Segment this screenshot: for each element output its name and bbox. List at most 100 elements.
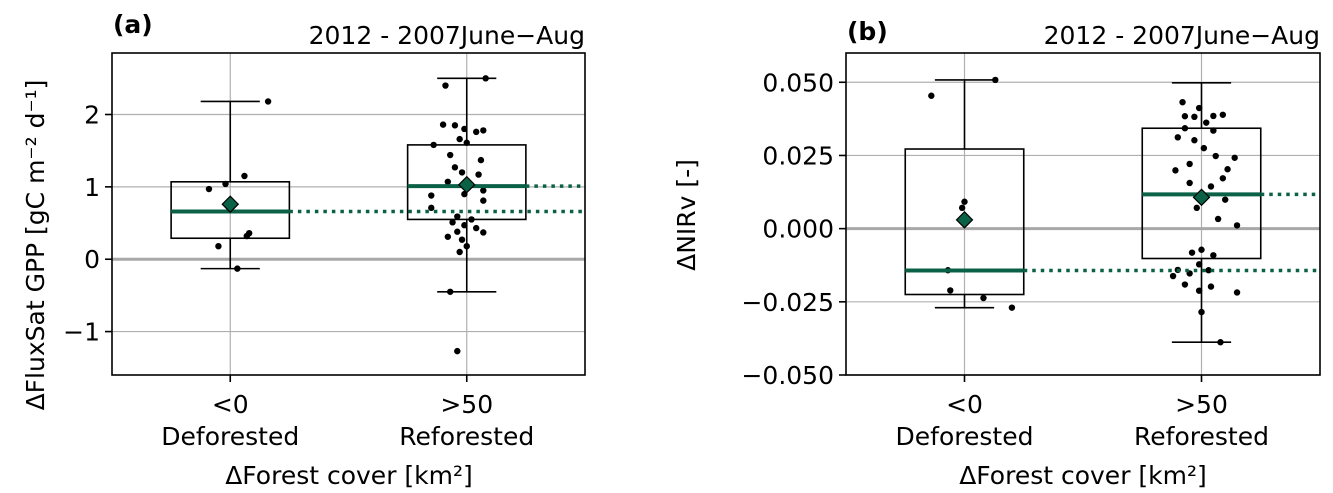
panel-a-data-point xyxy=(480,197,487,204)
panel-a-data-point xyxy=(480,187,487,194)
panel-b-data-point xyxy=(1233,289,1241,296)
panel-a-data-point xyxy=(442,82,449,89)
panel-a-data-point xyxy=(454,347,461,355)
panel-b-x-tick-label: <0 xyxy=(946,390,983,419)
panel-b-title: 2012 - 2007June−Aug xyxy=(1044,21,1320,50)
panel-b-data-point xyxy=(980,294,987,302)
panel-b-data-point xyxy=(1200,144,1208,152)
panel-b-data-point xyxy=(1181,113,1189,120)
panel-a-data-point xyxy=(461,125,468,133)
panel-a-data-point xyxy=(241,172,248,180)
panel-b-x-group-label: Reforested xyxy=(1134,422,1269,451)
panel-a-data-point xyxy=(264,98,272,105)
panel-b-data-point xyxy=(1210,127,1217,134)
panel-a-data-point xyxy=(456,135,463,143)
panel-b-y-tick-label: 0.050 xyxy=(762,68,834,97)
panel-b-y-tick-label: −0.025 xyxy=(741,288,834,317)
panel-b: −0.050 −0.025 0.000 0.025 0.050 <0 Deforested >… xyxy=(672,17,1321,490)
panel-b-data-point xyxy=(1231,154,1238,161)
panel-a-mean-marker xyxy=(221,195,240,214)
panel-b-data-point xyxy=(928,92,935,99)
panel-b-data-point xyxy=(1205,267,1212,274)
panel-b-data-point xyxy=(1174,134,1182,141)
panel-a-data-point xyxy=(473,128,480,136)
panel-b-y-tick-label: 0.025 xyxy=(762,141,834,170)
panel-a-data-point xyxy=(458,236,466,243)
panel-b-data-point xyxy=(1186,160,1193,168)
panel-b-data-point xyxy=(1219,111,1227,118)
panel-a-y-tick-label: 0 xyxy=(84,245,100,274)
panel-b-data-point xyxy=(1186,179,1193,187)
panel-a-plot-area: −1 0 1 2 <0 Deforested >50 Reforested xyxy=(63,52,586,451)
panel-b-data-point xyxy=(1008,304,1016,311)
panel-b-data-point xyxy=(1203,119,1210,126)
panel-a-data-point xyxy=(444,233,452,240)
panel-b-data-point xyxy=(1212,152,1219,160)
panel-b-data-point xyxy=(1210,112,1217,120)
panel-b-data-point xyxy=(958,204,966,212)
panel-a-data-point xyxy=(449,219,456,226)
panel-b-data-point xyxy=(1214,215,1222,223)
panel-b-y-axis-label: ΔNIRv [-] xyxy=(672,159,701,271)
panel-b-data-point xyxy=(1198,308,1205,316)
panel-b-plot-area: −0.050 −0.025 0.000 0.025 0.050 <0 Deforested >… xyxy=(741,52,1321,451)
panel-a-title: 2012 - 2007June−Aug xyxy=(309,21,585,50)
panel-a: −1 0 1 2 <0 Deforested >50 Reforested (a) 2012 … xyxy=(21,10,586,490)
panel-a-x-axis-label: ΔForest cover [km²] xyxy=(225,461,473,490)
panel-a-data-point xyxy=(468,216,475,223)
panel-b-label: (b) xyxy=(847,17,888,46)
panel-a-axes-frame xyxy=(111,52,586,376)
panel-a-data-point xyxy=(451,122,459,129)
panel-b-data-point xyxy=(1210,252,1217,259)
panel-b-axes-frame xyxy=(845,52,1321,376)
panel-a-data-point xyxy=(477,156,485,164)
panel-b-data-point xyxy=(1169,272,1177,280)
panel-a-x-group-label: Reforested xyxy=(399,422,534,451)
panel-a-data-point xyxy=(451,164,459,171)
panel-b-data-point xyxy=(947,287,954,294)
panel-b-x-axis-label: ΔForest cover [km²] xyxy=(959,461,1207,490)
panel-a-data-point xyxy=(243,232,251,240)
panel-b-data-point xyxy=(1181,125,1189,132)
panel-a-data-point xyxy=(454,228,461,235)
panel-a-data-point xyxy=(215,243,222,250)
panel-a-x-group-label: Deforested xyxy=(161,422,299,451)
panel-b-data-point xyxy=(1188,249,1196,256)
panel-b-data-point xyxy=(1195,104,1203,112)
panel-a-y-axis-label: ΔFluxSat GPP [gC m⁻² d⁻¹] xyxy=(21,80,50,411)
panel-b-data-point xyxy=(1207,183,1215,190)
panel-b-mean-marker xyxy=(1192,188,1211,207)
panel-a-y-tick-label: 1 xyxy=(84,173,100,202)
panel-a-data-point xyxy=(430,141,437,149)
panel-b-data-point xyxy=(1172,167,1179,174)
panel-b-data-point xyxy=(1219,175,1227,182)
panel-b-data-point xyxy=(1195,287,1203,294)
panel-a-mean-marker xyxy=(457,175,476,194)
panel-b-data-point xyxy=(1191,113,1198,121)
panel-a-data-point xyxy=(463,243,470,250)
panel-a-y-tick-label: 2 xyxy=(84,101,100,130)
panel-a-data-point xyxy=(446,288,454,295)
panel-a-y-tick-label: −1 xyxy=(63,318,100,347)
panel-b-data-point xyxy=(1195,261,1203,268)
panel-b-data-point xyxy=(1217,339,1224,346)
panel-a-data-point xyxy=(205,185,213,193)
panel-b-y-tick-label: 0.000 xyxy=(762,215,834,244)
panel-b-data-point xyxy=(961,198,968,205)
panel-a-data-point xyxy=(475,171,482,178)
panel-a-data-point xyxy=(482,75,489,82)
panel-a-data-point xyxy=(463,139,470,146)
panel-a-data-point xyxy=(454,213,461,220)
panel-a-data-point xyxy=(480,229,487,236)
panel-a-data-point xyxy=(473,224,480,232)
panel-a-x-tick-label: <0 xyxy=(212,390,249,419)
panel-a-data-point xyxy=(444,178,452,185)
panel-a-data-point xyxy=(480,127,487,134)
panel-b-data-point xyxy=(1207,283,1215,290)
panel-b-data-point xyxy=(992,76,999,84)
panel-b-x-tick-label: >50 xyxy=(1175,390,1228,419)
panel-a-x-tick-label: >50 xyxy=(440,390,493,419)
panel-a-data-point xyxy=(446,151,454,159)
panel-b-data-point xyxy=(1198,246,1205,253)
